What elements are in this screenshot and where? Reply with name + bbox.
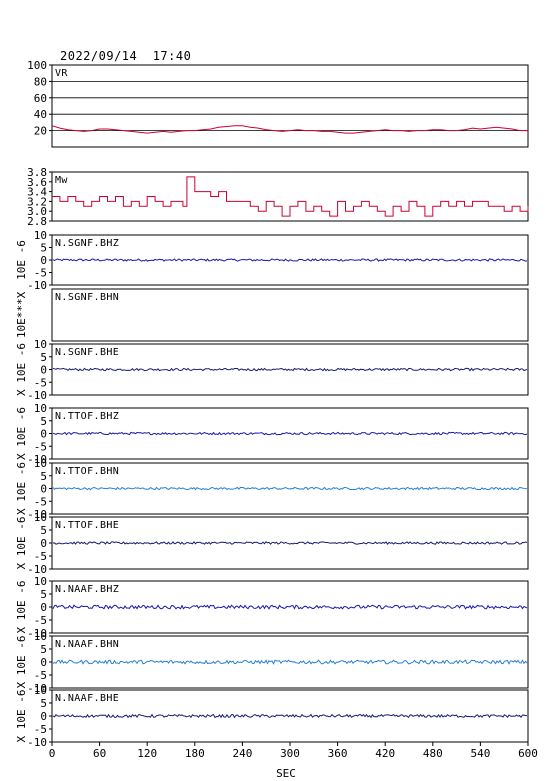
y-tick-label-n-sgnf-bhz-1: -5 — [34, 267, 47, 280]
y-axis-label-n-naaf-bhe: X 10E -6 — [15, 690, 28, 743]
y-tick-label-n-ttof-bhn-1: -5 — [34, 495, 47, 508]
series-line-vr — [51, 125, 528, 134]
y-tick-label-n-sgnf-bhz-4: 10 — [34, 229, 47, 242]
y-tick-label-n-ttof-bhn-4: 10 — [34, 457, 47, 470]
trace-n-naaf-bhn — [52, 659, 528, 665]
y-tick-label-mw-0: 2.8 — [27, 215, 47, 228]
y-axis-label-n-ttof-bhn: X 10E -6 — [15, 462, 28, 515]
panel-label-n-ttof-bhz: N.TTOF.BHZ — [55, 411, 119, 422]
panel-label-n-sgnf-bhe: N.SGNF.BHE — [55, 347, 119, 358]
y-tick-label-n-naaf-bhe-2: 0 — [40, 710, 47, 723]
y-tick-label-n-naaf-bhe-0: -10 — [27, 736, 47, 749]
y-axis-label-n-naaf-bhz: X 10E -6 — [15, 581, 28, 634]
y-axis-label-n-naaf-bhn: X 10E -6 — [15, 636, 28, 689]
y-tick-label-n-ttof-bhz-2: 0 — [40, 428, 47, 441]
y-tick-label-n-sgnf-bhz-3: 5 — [40, 242, 47, 255]
panel-label-vr: VR — [55, 68, 68, 79]
x-tick-label-8: 480 — [423, 747, 443, 760]
y-tick-label-n-naaf-bhz-3: 5 — [40, 588, 47, 601]
trace-n-ttof-bhz — [52, 431, 528, 436]
y-tick-label-n-naaf-bhe-3: 5 — [40, 697, 47, 710]
x-tick-label-7: 420 — [375, 747, 395, 760]
x-tick-label-9: 540 — [470, 747, 490, 760]
x-tick-label-5: 300 — [280, 747, 300, 760]
y-tick-label-n-naaf-bhe-4: 10 — [34, 684, 47, 697]
y-tick-label-n-sgnf-bhz-2: 0 — [40, 254, 47, 267]
panel-frame-n-sgnf-bhn — [51, 288, 529, 342]
y-tick-label-n-naaf-bhn-1: -5 — [34, 669, 47, 682]
y-tick-label-n-naaf-bhn-3: 5 — [40, 643, 47, 656]
y-tick-label-n-ttof-bhz-3: 5 — [40, 415, 47, 428]
x-tick-label-0: 0 — [49, 747, 56, 760]
y-tick-label-n-ttof-bhe-1: -5 — [34, 550, 47, 563]
y-tick-label-n-naaf-bhz-1: -5 — [34, 614, 47, 627]
y-tick-label-n-ttof-bhe-4: 10 — [34, 511, 47, 524]
y-axis-label-n-ttof-bhe: X 10E -6 — [15, 517, 28, 570]
y-tick-label-n-naaf-bhz-0: -10 — [27, 627, 47, 640]
panel-label-n-ttof-bhn: N.TTOF.BHN — [55, 466, 119, 477]
x-axis-label: SEC — [276, 767, 296, 780]
y-tick-label-vr-0: 20 — [34, 125, 47, 138]
chart-datetime: 2022/09/14 17:40 — [60, 49, 192, 63]
x-tick-label-4: 240 — [232, 747, 252, 760]
y-tick-label-mw-3: 3.4 — [27, 186, 47, 199]
x-tick-label-1: 60 — [93, 747, 106, 760]
y-tick-label-n-naaf-bhz-4: 10 — [34, 575, 47, 588]
y-tick-label-n-sgnf-bhe-1: -5 — [34, 376, 47, 389]
y-axis-label-n-ttof-bhz: X 10E -6 — [15, 407, 28, 460]
trace-n-sgnf-bhe — [52, 367, 528, 372]
y-tick-label-n-naaf-bhn-4: 10 — [34, 630, 47, 643]
x-tick-label-10: 600 — [518, 747, 538, 760]
trace-n-ttof-bhe — [52, 541, 528, 545]
y-tick-label-vr-2: 60 — [34, 92, 47, 105]
trace-n-naaf-bhz — [52, 604, 528, 610]
y-tick-label-mw-5: 3.8 — [27, 166, 47, 179]
y-tick-label-n-naaf-bhn-2: 0 — [40, 656, 47, 669]
y-tick-label-n-ttof-bhn-2: 0 — [40, 483, 47, 496]
y-tick-label-n-naaf-bhe-1: -5 — [34, 723, 47, 736]
x-tick-label-6: 360 — [328, 747, 348, 760]
trace-n-naaf-bhe — [52, 713, 528, 719]
panel-label-n-sgnf-bhn: N.SGNF.BHN — [55, 292, 119, 303]
y-tick-label-n-ttof-bhe-2: 0 — [40, 537, 47, 550]
y-tick-label-n-sgnf-bhe-2: 0 — [40, 364, 47, 377]
y-tick-label-n-sgnf-bhe-3: 5 — [40, 351, 47, 364]
panel-label-n-naaf-bhn: N.NAAF.BHN — [55, 639, 119, 650]
panel-label-n-naaf-bhe: N.NAAF.BHE — [55, 693, 119, 704]
trace-n-sgnf-bhz — [52, 258, 528, 262]
panel-label-n-sgnf-bhz: N.SGNF.BHZ — [55, 238, 119, 249]
y-tick-label-mw-2: 3.2 — [27, 195, 47, 208]
y-tick-label-n-sgnf-bhz-0: -10 — [27, 279, 47, 292]
x-tick-label-3: 180 — [185, 747, 205, 760]
y-tick-label-n-ttof-bhz-4: 10 — [34, 402, 47, 415]
y-tick-label-vr-4: 100 — [27, 59, 47, 72]
y-tick-label-n-ttof-bhz-0: -10 — [27, 453, 47, 466]
y-tick-label-n-ttof-bhe-3: 5 — [40, 524, 47, 537]
y-tick-label-n-ttof-bhz-1: -5 — [34, 440, 47, 453]
y-axis-label-n-sgnf-bhn: 10E***X — [15, 291, 28, 338]
y-tick-label-n-ttof-bhe-0: -10 — [27, 563, 47, 576]
y-tick-label-n-sgnf-bhe-0: -10 — [27, 389, 47, 402]
y-tick-label-vr-1: 40 — [34, 108, 47, 121]
panel-label-n-ttof-bhe: N.TTOF.BHE — [55, 520, 119, 531]
y-tick-label-n-ttof-bhn-0: -10 — [27, 508, 47, 521]
y-tick-label-n-sgnf-bhe-4: 10 — [34, 338, 47, 351]
panel-frame-n-ttof-bhe — [51, 516, 529, 570]
y-tick-label-n-naaf-bhz-2: 0 — [40, 601, 47, 614]
panel-label-n-naaf-bhz: N.NAAF.BHZ — [55, 584, 119, 595]
x-tick-label-2: 120 — [137, 747, 157, 760]
panel-frame-vr — [51, 64, 529, 148]
y-tick-label-vr-3: 80 — [34, 75, 47, 88]
panel-label-mw: Mw — [55, 175, 68, 186]
y-tick-label-n-ttof-bhn-3: 5 — [40, 470, 47, 483]
y-tick-label-mw-4: 3.6 — [27, 176, 47, 189]
y-tick-label-mw-1: 3.0 — [27, 205, 47, 218]
y-tick-label-n-naaf-bhn-0: -10 — [27, 682, 47, 695]
y-axis-label-n-sgnf-bhe: X 10E -6 — [15, 343, 28, 396]
series-line-mw — [52, 176, 529, 217]
y-axis-label-n-sgnf-bhz: 10E -6 — [15, 240, 28, 280]
trace-n-ttof-bhn — [52, 486, 528, 491]
